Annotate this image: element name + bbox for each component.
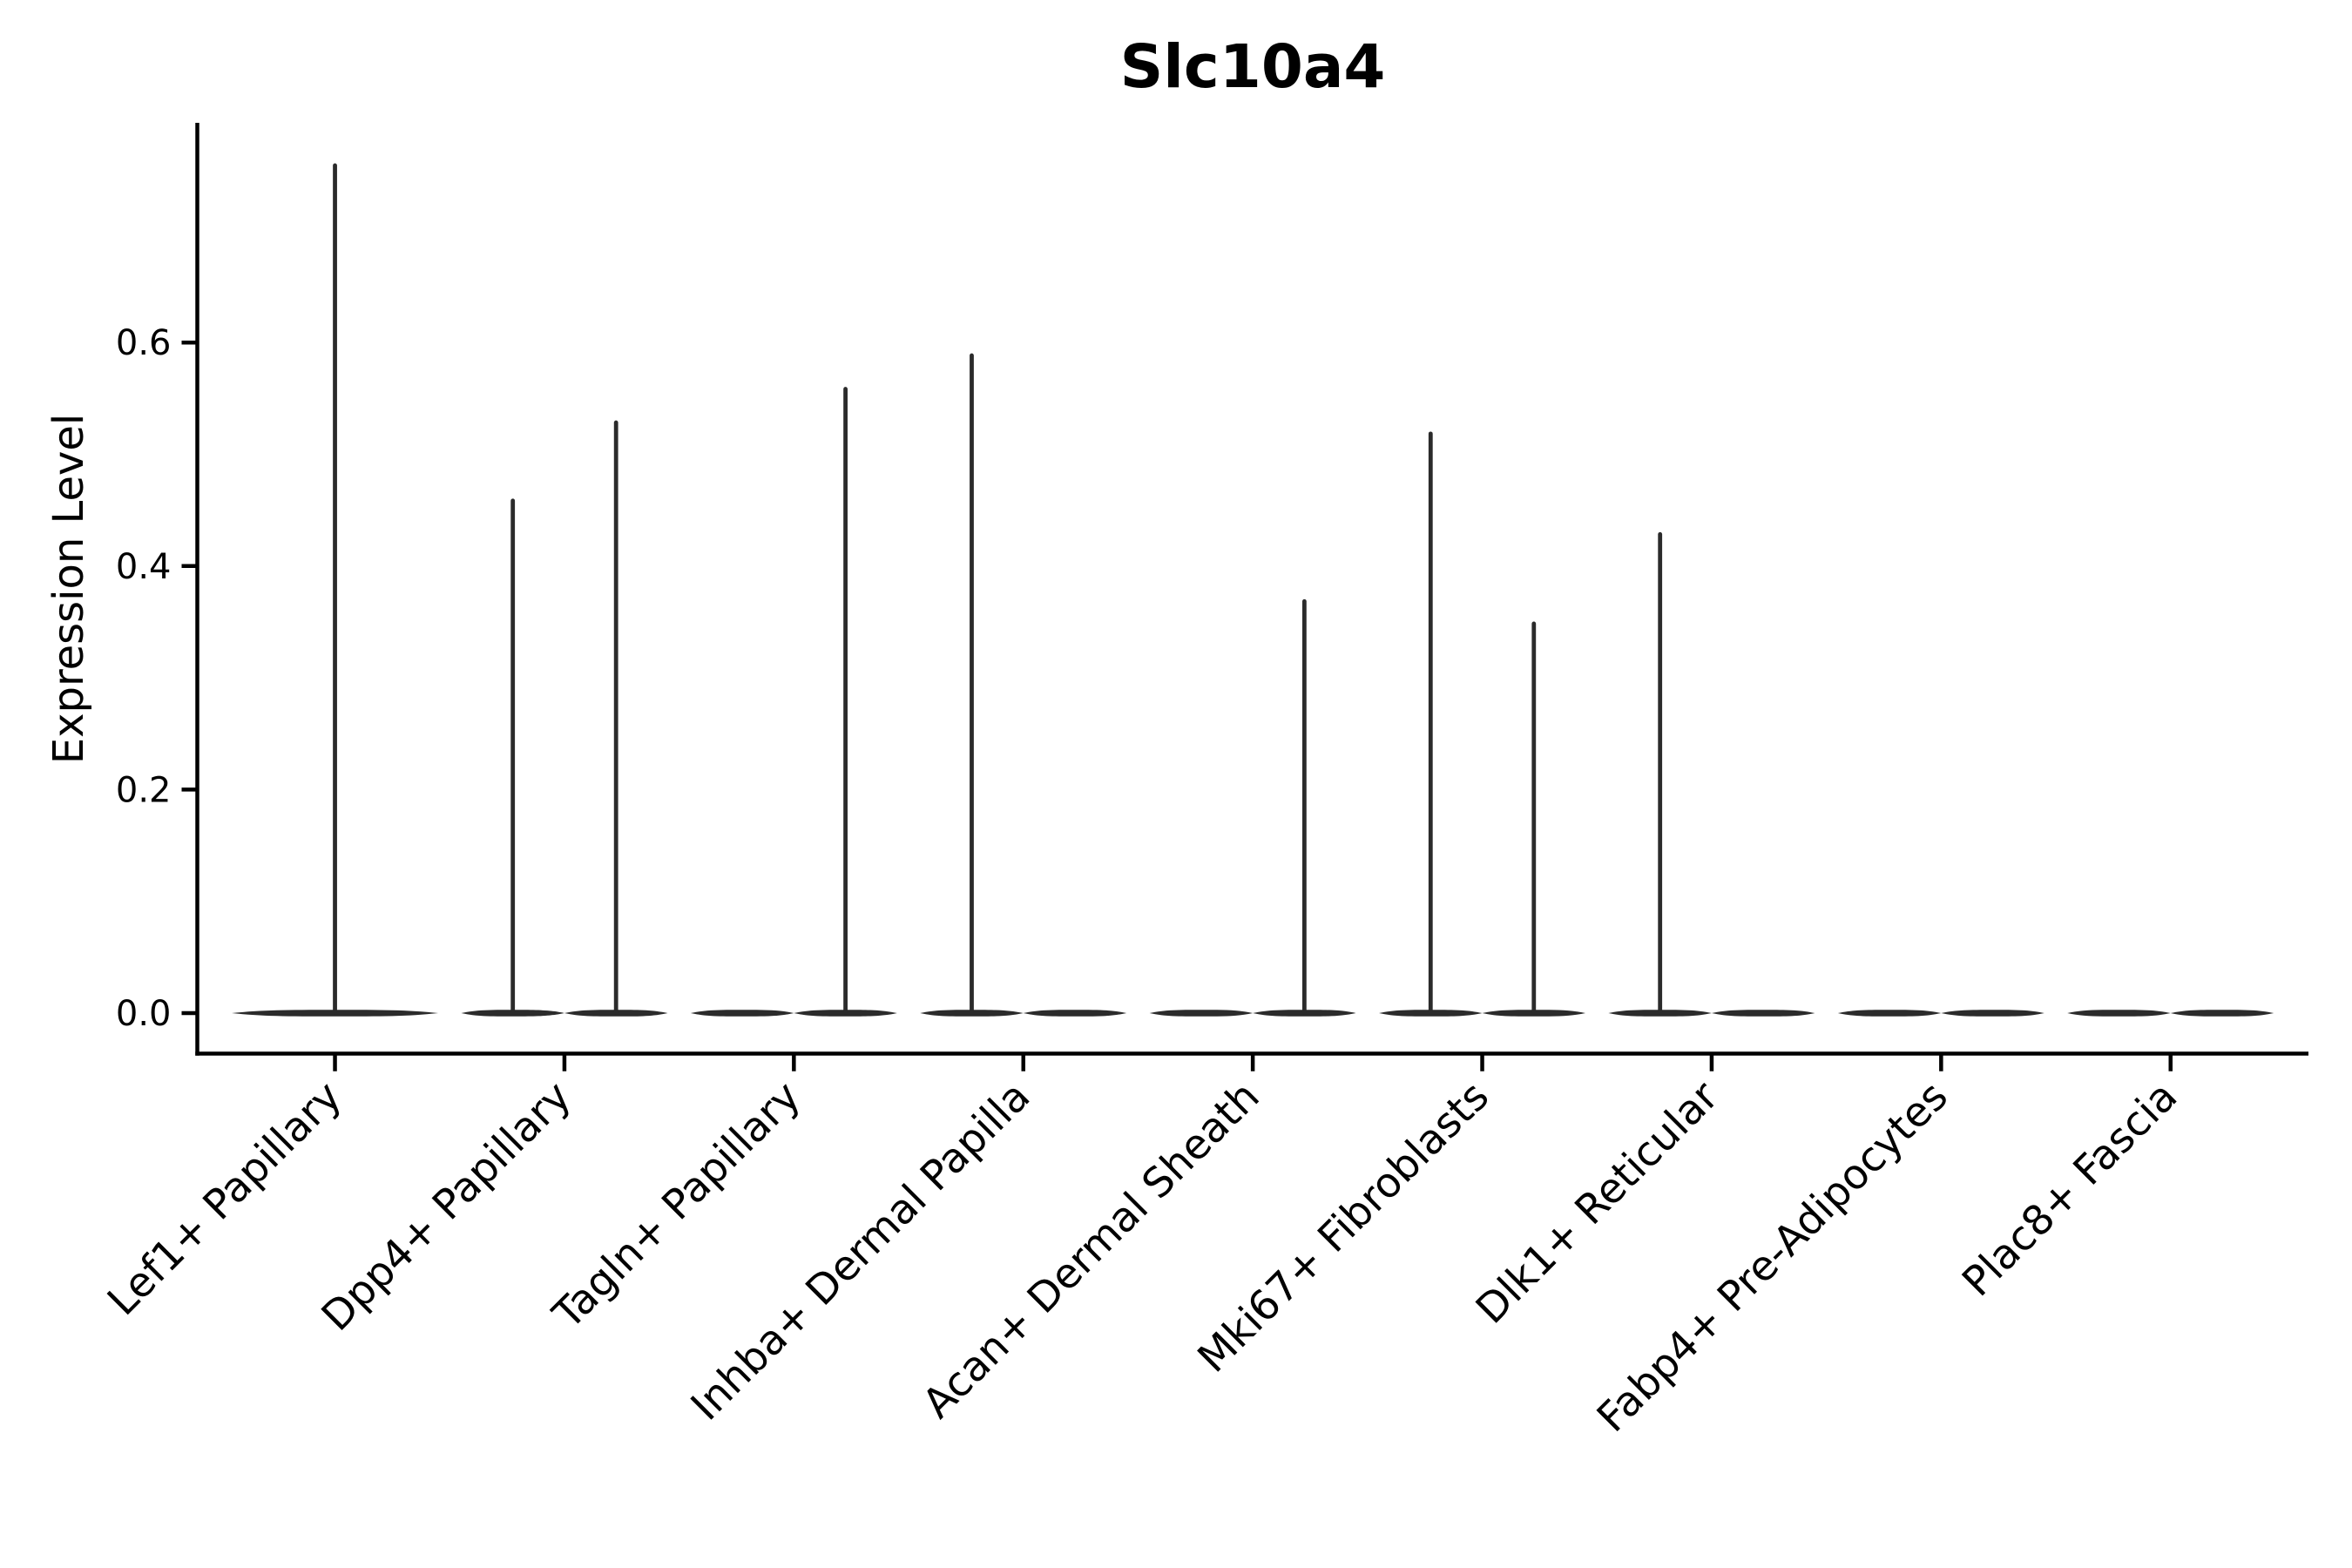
- violin: [1023, 1010, 1127, 1017]
- y-tick-label: 0.6: [116, 323, 172, 363]
- violin: [564, 420, 668, 1017]
- violin-base: [1837, 1010, 1942, 1017]
- violin: [1149, 1010, 1254, 1017]
- violin-base: [1711, 1010, 1815, 1017]
- violin: [461, 498, 564, 1017]
- violin: [1482, 621, 1586, 1017]
- y-tick-label: 0.4: [116, 547, 172, 587]
- violin-base: [1023, 1010, 1127, 1017]
- violin: [1379, 431, 1483, 1017]
- x-category-label: Lef1+ Papillary: [98, 1072, 351, 1325]
- violin: [794, 387, 897, 1017]
- violin-layer: [232, 163, 2274, 1017]
- violin: [1253, 598, 1356, 1017]
- violin: [2170, 1010, 2274, 1017]
- violin-base: [690, 1010, 794, 1017]
- violin: [1711, 1010, 1815, 1017]
- y-tick-label: 0.2: [116, 770, 172, 810]
- chart-title: Slc10a4: [1120, 32, 1386, 102]
- violin-base: [2067, 1010, 2171, 1017]
- violin-base: [2170, 1010, 2274, 1017]
- x-category-label: Tagln+ Papillary: [544, 1072, 810, 1339]
- y-tick-layer: 0.0 0.2 0.4 0.6: [116, 323, 198, 1034]
- x-category-label: Plac8+ Fascia: [1953, 1072, 2186, 1306]
- y-tick-label: 0.0: [116, 994, 172, 1034]
- violin: [232, 163, 439, 1017]
- violin: [1608, 531, 1712, 1017]
- x-category-label: Dlk1+ Reticular: [1467, 1072, 1728, 1334]
- violin: [920, 353, 1024, 1017]
- violin: [2067, 1010, 2171, 1017]
- violin-base: [1149, 1010, 1254, 1017]
- violin: [1837, 1010, 1942, 1017]
- x-category-label: Dpp4+ Papillary: [313, 1072, 581, 1341]
- y-axis-label: Expression Level: [44, 414, 93, 765]
- violin-base: [1941, 1010, 2044, 1017]
- violin: [1941, 1010, 2044, 1017]
- violin: [690, 1010, 794, 1017]
